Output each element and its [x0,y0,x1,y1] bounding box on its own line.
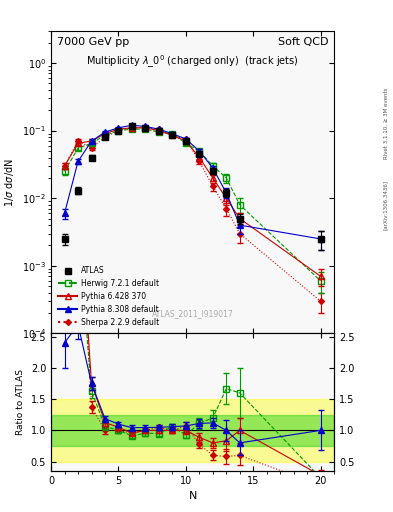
Text: ATLAS_2011_I919017: ATLAS_2011_I919017 [152,309,233,318]
Sherpa 2.2.9 default [237,230,242,237]
Bar [51,399,334,462]
Pythia 6.428 370 [103,131,107,137]
Pythia 8.308 default [103,129,107,135]
ATLAS [143,125,148,131]
Herwig 7.2.1 default [318,278,323,284]
ATLAS [76,187,81,194]
Legend: ATLAS, Herwig 7.2.1 default, Pythia 6.428 370, Pythia 8.308 default, Sherpa 2.2.: ATLAS, Herwig 7.2.1 default, Pythia 6.42… [55,263,162,330]
Herwig 7.2.1 default [143,126,148,132]
Sherpa 2.2.9 default [116,127,121,134]
Line: ATLAS: ATLAS [62,124,323,242]
ATLAS [237,216,242,222]
Pythia 6.428 370 [237,216,242,222]
Text: Rivet 3.1.10, ≥ 3M events: Rivet 3.1.10, ≥ 3M events [383,87,388,159]
Sherpa 2.2.9 default [156,126,161,132]
X-axis label: N: N [188,492,197,501]
Pythia 8.308 default [237,222,242,228]
Sherpa 2.2.9 default [62,163,67,169]
ATLAS [62,236,67,242]
ATLAS [116,127,121,134]
Pythia 8.308 default [184,136,188,142]
Pythia 6.428 370 [143,125,148,131]
Sherpa 2.2.9 default [170,132,175,138]
Bar [51,415,334,446]
Herwig 7.2.1 default [76,145,81,151]
Pythia 6.428 370 [130,125,134,131]
Herwig 7.2.1 default [224,175,229,181]
Herwig 7.2.1 default [89,140,94,146]
Herwig 7.2.1 default [62,168,67,175]
Sherpa 2.2.9 default [224,206,229,212]
Herwig 7.2.1 default [156,129,161,135]
Sherpa 2.2.9 default [89,145,94,151]
Pythia 8.308 default [76,158,81,164]
ATLAS [156,127,161,134]
Text: 7000 GeV pp: 7000 GeV pp [57,37,129,47]
Sherpa 2.2.9 default [318,298,323,304]
Text: [arXiv:1306.3436]: [arXiv:1306.3436] [383,180,388,230]
Sherpa 2.2.9 default [184,136,188,142]
Sherpa 2.2.9 default [143,125,148,131]
Pythia 6.428 370 [210,175,215,181]
Y-axis label: 1/$\sigma$ d$\sigma$/dN: 1/$\sigma$ d$\sigma$/dN [4,158,17,206]
ATLAS [318,236,323,242]
Pythia 8.308 default [224,190,229,196]
Pythia 6.428 370 [116,126,121,132]
Pythia 6.428 370 [224,195,229,201]
Text: Multiplicity $\lambda\_0^0$ (charged only)  (track jets): Multiplicity $\lambda\_0^0$ (charged onl… [86,53,299,70]
Herwig 7.2.1 default [197,148,202,154]
Sherpa 2.2.9 default [197,158,202,164]
Sherpa 2.2.9 default [130,125,134,131]
Herwig 7.2.1 default [184,140,188,146]
Pythia 6.428 370 [197,155,202,161]
ATLAS [210,168,215,175]
Herwig 7.2.1 default [130,126,134,132]
Text: Soft QCD: Soft QCD [278,37,329,47]
Sherpa 2.2.9 default [210,183,215,189]
Herwig 7.2.1 default [103,132,107,138]
ATLAS [224,190,229,196]
Pythia 8.308 default [197,148,202,154]
ATLAS [170,132,175,138]
Pythia 6.428 370 [156,127,161,134]
Pythia 6.428 370 [318,273,323,280]
Pythia 6.428 370 [170,132,175,138]
Pythia 8.308 default [318,236,323,242]
Pythia 8.308 default [170,131,175,137]
Pythia 8.308 default [210,165,215,171]
Pythia 8.308 default [89,138,94,144]
Pythia 6.428 370 [184,138,188,144]
Herwig 7.2.1 default [237,202,242,208]
Herwig 7.2.1 default [210,163,215,169]
Pythia 8.308 default [156,126,161,132]
ATLAS [89,155,94,161]
Pythia 6.428 370 [89,138,94,144]
Line: Pythia 6.428 370: Pythia 6.428 370 [64,128,321,276]
Herwig 7.2.1 default [170,131,175,137]
Pythia 6.428 370 [76,140,81,146]
Pythia 6.428 370 [62,163,67,169]
Pythia 8.308 default [116,125,121,131]
Pythia 8.308 default [143,123,148,130]
Line: Pythia 8.308 default: Pythia 8.308 default [64,125,321,239]
Line: Sherpa 2.2.9 default: Sherpa 2.2.9 default [64,128,321,301]
Pythia 8.308 default [62,210,67,216]
Line: Herwig 7.2.1 default: Herwig 7.2.1 default [64,129,321,281]
Sherpa 2.2.9 default [76,138,81,144]
ATLAS [197,151,202,157]
ATLAS [130,123,134,130]
ATLAS [184,138,188,144]
Y-axis label: Ratio to ATLAS: Ratio to ATLAS [16,369,25,435]
ATLAS [103,134,107,140]
Herwig 7.2.1 default [116,127,121,134]
Pythia 8.308 default [130,122,134,129]
Sherpa 2.2.9 default [103,134,107,140]
